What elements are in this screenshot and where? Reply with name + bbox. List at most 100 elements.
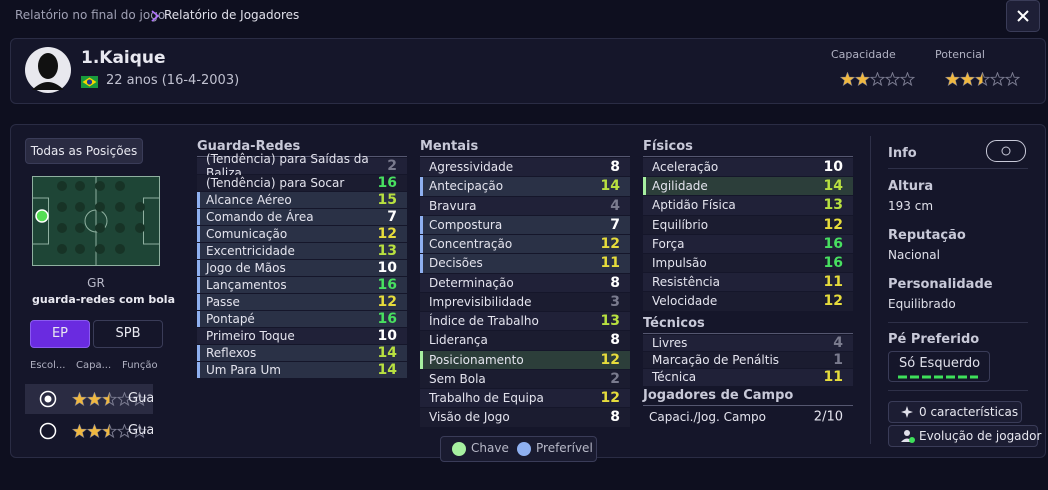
star-rating bbox=[71, 423, 148, 439]
legend-label: Preferível bbox=[536, 441, 593, 455]
radio bbox=[39, 422, 57, 440]
attribute-value: 2 bbox=[387, 158, 397, 174]
star bbox=[103, 424, 110, 437]
attribute-name: Antecipação bbox=[429, 179, 504, 194]
attribute-value: 8 bbox=[610, 159, 620, 176]
breadcrumb[interactable]: Relatório no final do jogo bbox=[15, 8, 166, 22]
star-outline bbox=[869, 71, 886, 87]
attribute-row: Alcance Aéreo 15 bbox=[197, 192, 407, 208]
icon bbox=[901, 406, 913, 418]
legend-label: Chave bbox=[471, 441, 509, 455]
attribute-name: Um Para Um bbox=[206, 363, 281, 377]
attribute-row: (Tendência) para Socar 16 bbox=[197, 175, 407, 191]
attribute-row: Comando de Área 7 bbox=[197, 209, 407, 225]
tab[interactable]: EP bbox=[30, 320, 90, 348]
attribute-value: 13 bbox=[823, 197, 843, 214]
info-title: Info bbox=[888, 146, 917, 161]
role: Gua bbox=[128, 391, 153, 406]
capacity-label: Capacidade bbox=[831, 48, 896, 61]
star-fill bbox=[73, 424, 110, 437]
attribute-value: 11 bbox=[823, 274, 843, 291]
group-title: Jogadores de Campo bbox=[643, 388, 853, 406]
attribute-value: 7 bbox=[610, 216, 620, 233]
star-outline bbox=[131, 423, 148, 439]
legend: Chave Preferível bbox=[440, 436, 597, 462]
attribute-row: Primeiro Toque 10 bbox=[197, 328, 407, 344]
position-row: Gua bbox=[25, 384, 153, 414]
attribute-name: Comunicação bbox=[206, 227, 288, 241]
attribute-name: Trabalho de Equipa bbox=[429, 391, 544, 406]
attribute-row: Livres 4 bbox=[643, 335, 853, 352]
breadcrumb: Relatório de Jogadores bbox=[164, 8, 300, 22]
close-button[interactable] bbox=[1006, 0, 1040, 32]
attribute-row: Velocidade 12 bbox=[643, 292, 853, 311]
evolution-button[interactable]: Evolução de jogador bbox=[888, 425, 1041, 447]
legend-pref bbox=[517, 442, 531, 456]
tab[interactable]: SPB bbox=[93, 320, 163, 348]
attribute-name: Comando de Área bbox=[206, 210, 314, 224]
button-label: 0 características bbox=[919, 405, 1019, 419]
attribute-name: Determinação bbox=[429, 275, 514, 290]
attribute-row: Aptidão Física 13 bbox=[643, 196, 853, 215]
star bbox=[961, 72, 974, 85]
all-positions-button[interactable]: Todas as Posições bbox=[25, 138, 143, 164]
attribute-row: Lançamentos 16 bbox=[197, 277, 407, 293]
attribute-row: Resistência 11 bbox=[643, 273, 853, 292]
star bbox=[946, 72, 959, 85]
player-card bbox=[10, 38, 1046, 104]
attribute-name: Impulsão bbox=[652, 256, 707, 271]
attribute-value: 2/10 bbox=[813, 409, 843, 425]
potential-label: Potencial bbox=[935, 48, 985, 61]
attribute-row: Técnica 11 bbox=[643, 369, 853, 386]
attribute-name: Aptidão Física bbox=[652, 198, 736, 213]
column-header: Escol... bbox=[30, 360, 66, 371]
info-value: 193 cm bbox=[888, 199, 934, 213]
attribute-name: Visão de Jogo bbox=[429, 410, 510, 425]
attribute-row: Sem Bola 2 bbox=[420, 369, 630, 388]
group-title: Técnicos bbox=[643, 316, 853, 334]
attribute-row: Aceleração 10 bbox=[643, 158, 853, 177]
player-name: 1.Kaique bbox=[81, 48, 166, 68]
avatar bbox=[25, 47, 71, 93]
attribute-value: 11 bbox=[823, 369, 843, 386]
attribute-name: Liderança bbox=[429, 333, 488, 348]
star-rating bbox=[839, 71, 916, 87]
info-button[interactable] bbox=[986, 140, 1026, 162]
attribute-value: 16 bbox=[377, 311, 397, 327]
info-value: Nacional bbox=[888, 248, 940, 262]
stars bbox=[71, 423, 148, 443]
info-label: Altura bbox=[888, 179, 934, 194]
star bbox=[88, 424, 101, 437]
attribute-value: 14 bbox=[823, 178, 843, 195]
attribute-value: 1 bbox=[833, 352, 843, 369]
attribute-value: 14 bbox=[377, 345, 397, 361]
foot-box: Só Esquerdo bbox=[888, 351, 990, 382]
radio-dot bbox=[44, 395, 52, 403]
group-title: Físicos bbox=[643, 139, 853, 157]
attribute-row: Equilíbrio 12 bbox=[643, 215, 853, 234]
attribute-name: Imprevisibilidade bbox=[429, 294, 532, 309]
attribute-name: Sem Bola bbox=[429, 371, 486, 386]
info-label: Pé Preferido bbox=[888, 332, 980, 347]
star-rating bbox=[944, 71, 1021, 87]
attribute-name: Lançamentos bbox=[206, 278, 287, 292]
capacity-stars bbox=[839, 71, 916, 91]
info-value: Só Esquerdo bbox=[899, 356, 981, 371]
star bbox=[73, 424, 86, 437]
attribute-row: Agilidade 14 bbox=[643, 177, 853, 196]
player-age: 22 anos (16-4-2003) bbox=[106, 73, 240, 88]
attribute-row: Decisões 11 bbox=[420, 254, 630, 273]
attribute-name: Excentricidade bbox=[206, 244, 295, 258]
divider bbox=[870, 136, 871, 444]
attribute-row: Reflexos 14 bbox=[197, 345, 407, 361]
attribute-value: 16 bbox=[823, 255, 843, 272]
foot-bar bbox=[898, 375, 978, 379]
attribute-value: 12 bbox=[600, 390, 620, 407]
attribute-value: 12 bbox=[823, 216, 843, 233]
attribute-row: Capaci./Jog. Campo 2/10 bbox=[643, 408, 853, 426]
traits-button[interactable]: 0 características bbox=[888, 401, 1022, 423]
star-outline bbox=[884, 71, 901, 87]
attribute-row: Comunicação 12 bbox=[197, 226, 407, 242]
attribute-value: 12 bbox=[600, 351, 620, 368]
attribute-name: Técnica bbox=[652, 370, 697, 385]
